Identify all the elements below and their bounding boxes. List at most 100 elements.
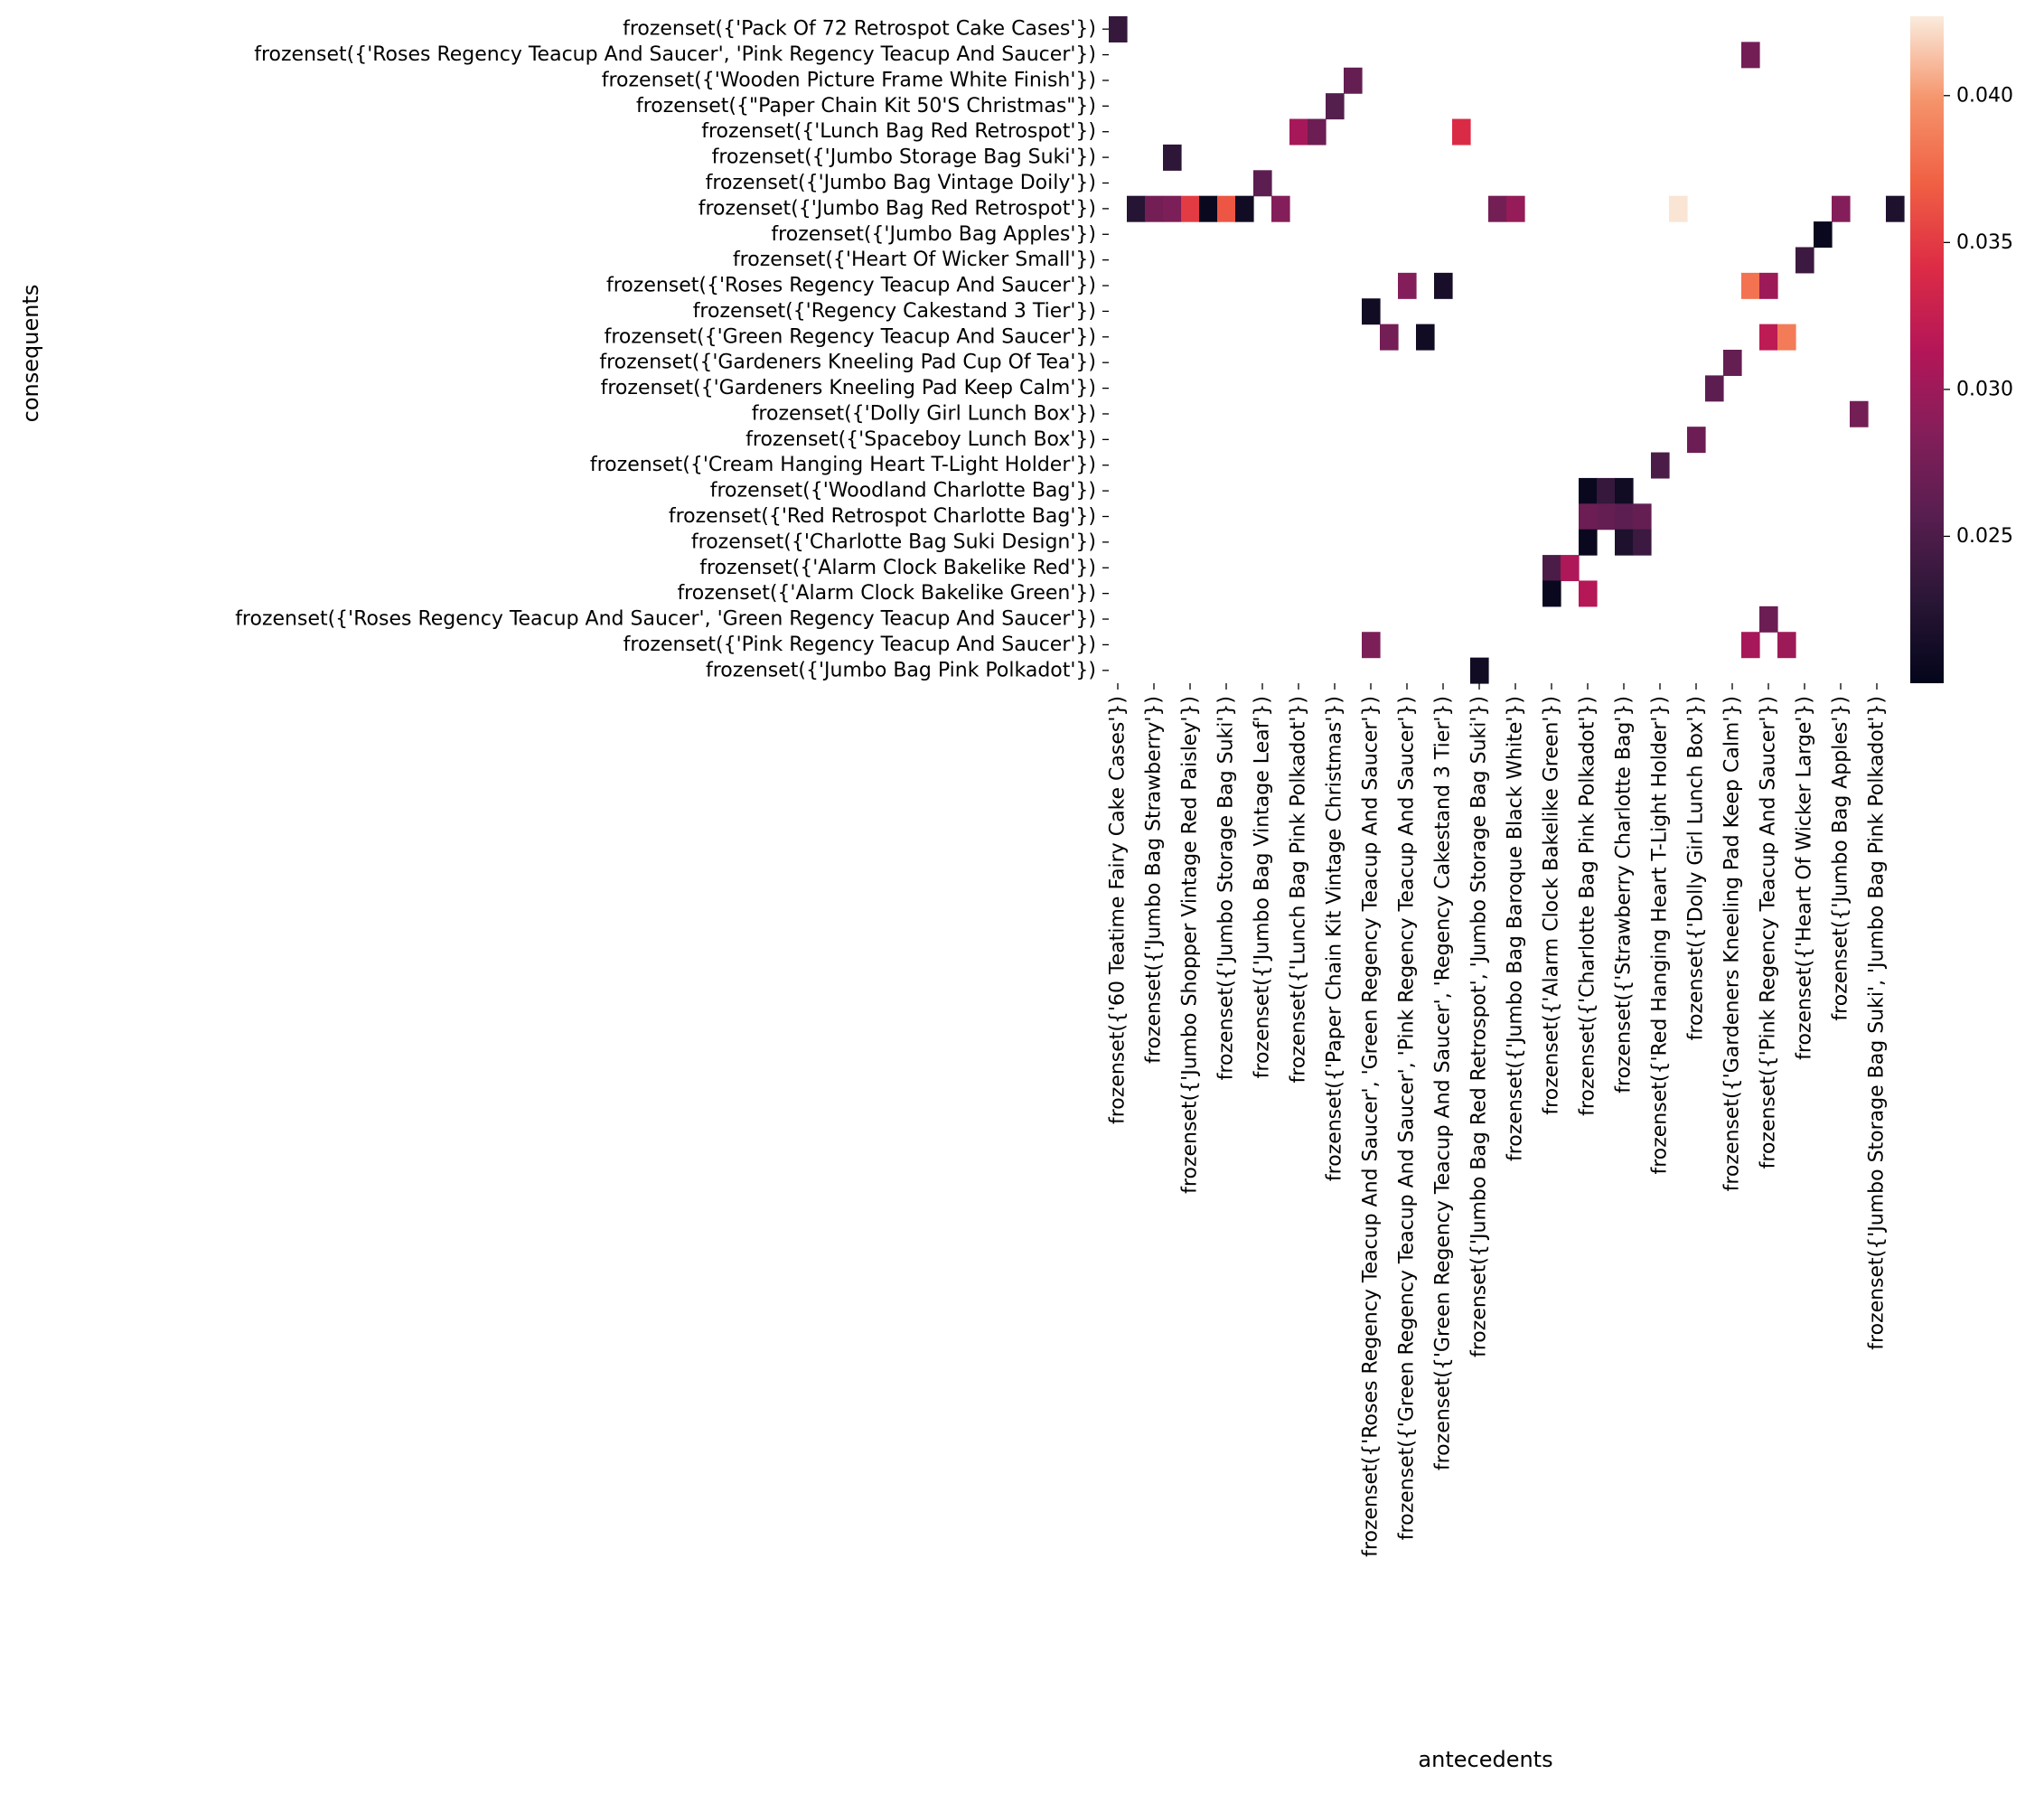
y-tick-label: frozenset({'Jumbo Bag Apples'}) — [771, 223, 1096, 246]
heatmap-cell — [1886, 195, 1905, 222]
heatmap-cell — [1814, 221, 1833, 249]
heatmap-cell — [1741, 272, 1760, 299]
y-tick-label: frozenset({'Lunch Bag Red Retrospot'}) — [701, 120, 1096, 143]
heatmap-cell — [1759, 272, 1778, 299]
heatmap-cell — [1235, 195, 1254, 222]
heatmap-cell — [1181, 195, 1200, 222]
heatmap-cell — [1850, 400, 1869, 427]
heatmap-cell — [1326, 93, 1345, 120]
heatmap-cell — [1777, 632, 1796, 659]
x-tick-label: frozenset({'Jumbo Bag Red Retrospot', 'J… — [1468, 696, 1491, 1357]
heatmap-cell — [1705, 375, 1724, 402]
y-axis-label: consequents — [18, 285, 43, 423]
heatmap-cell — [1579, 529, 1598, 556]
colorbar: 0.025 0.030 0.035 0.040 — [1910, 16, 2013, 683]
heatmap-cell — [1308, 118, 1327, 146]
heatmap-cell — [1452, 118, 1471, 146]
heatmap-cell — [1253, 170, 1272, 197]
y-tick-label: frozenset({'Regency Cakestand 3 Tier'}) — [693, 300, 1096, 323]
y-axis-ticks: frozenset({'Pack Of 72 Retrospot Cake Ca… — [235, 18, 1109, 681]
heatmap-cells — [1109, 16, 1905, 684]
y-tick-label: frozenset({'Dolly Girl Lunch Box'}) — [752, 402, 1096, 425]
heatmap-cell — [1542, 555, 1561, 582]
heatmap-cell — [1416, 324, 1435, 351]
y-tick-label: frozenset({'Gardeners Kneeling Pad Cup O… — [599, 352, 1096, 374]
y-tick-label: frozenset({'Alarm Clock Bakelike Red'}) — [699, 557, 1096, 579]
x-tick-label: frozenset({'Gardeners Kneeling Pad Keep … — [1721, 696, 1744, 1191]
y-tick-label: frozenset({'Spaceboy Lunch Box'}) — [745, 428, 1096, 451]
x-tick-label: frozenset({'Alarm Clock Bakelike Green'}… — [1541, 696, 1563, 1115]
x-tick-label: frozenset({'Green Regency Teacup And Sau… — [1396, 696, 1419, 1540]
y-tick-label: frozenset({'Jumbo Storage Bag Suki'}) — [712, 146, 1096, 169]
x-tick-label: frozenset({'Jumbo Bag Apples'}) — [1830, 696, 1852, 1021]
y-tick-label: frozenset({'Roses Regency Teacup And Sau… — [235, 608, 1096, 631]
heatmap-cell — [1163, 195, 1182, 222]
x-tick-label: frozenset({'Red Hanging Heart T-Light Ho… — [1649, 696, 1672, 1175]
x-tick-label: frozenset({'Jumbo Storage Bag Suki', 'Ju… — [1866, 696, 1889, 1350]
y-tick-label: frozenset({'Jumbo Bag Pink Polkadot'}) — [706, 659, 1096, 681]
heatmap-cell — [1759, 324, 1778, 351]
y-tick-label: frozenset({'Woodland Charlotte Bag'}) — [710, 480, 1096, 502]
heatmap-cell — [1362, 298, 1381, 325]
y-tick-label: frozenset({'Green Regency Teacup And Sau… — [605, 325, 1096, 348]
x-tick-label: frozenset({'Jumbo Bag Strawberry'}) — [1143, 696, 1166, 1064]
y-tick-label: frozenset({'Red Retrospot Charlotte Bag'… — [669, 505, 1096, 528]
x-tick-label: frozenset({'Jumbo Storage Bag Suki'}) — [1215, 696, 1238, 1080]
heatmap-cell — [1832, 195, 1851, 222]
y-tick-label: frozenset({'Jumbo Bag Vintage Doily'}) — [706, 172, 1096, 194]
heatmap-cell — [1109, 16, 1128, 42]
heatmap-cell — [1741, 42, 1760, 69]
heatmap-cell — [1163, 144, 1182, 171]
y-tick-label: frozenset({'Roses Regency Teacup And Sau… — [606, 275, 1096, 297]
heatmap-cell — [1615, 503, 1634, 530]
x-axis-label: antecedents — [1418, 1747, 1552, 1772]
heatmap-cell — [1633, 529, 1652, 556]
heatmap-cell — [1344, 67, 1363, 94]
x-tick-label: frozenset({'60 Teatime Fairy Cake Cases'… — [1107, 696, 1130, 1124]
heatmap-cell — [1362, 632, 1381, 659]
heatmap-cell — [1633, 503, 1652, 530]
x-tick-label: frozenset({'Jumbo Bag Vintage Leaf'}) — [1252, 696, 1274, 1078]
y-tick-label: frozenset({'Cream Hanging Heart T-Light … — [590, 454, 1096, 476]
heatmap-cell — [1470, 657, 1489, 684]
heatmap-cell — [1796, 247, 1814, 274]
y-tick-label: frozenset({'Pink Regency Teacup And Sauc… — [624, 634, 1096, 656]
x-tick-label: frozenset({'Jumbo Bag Baroque Black Whit… — [1505, 696, 1527, 1161]
heatmap-cell — [1579, 580, 1598, 607]
y-tick-label: frozenset({'Alarm Clock Bakelike Green'}… — [677, 582, 1096, 605]
colorbar-gradient — [1910, 16, 1944, 683]
heatmap-cell — [1434, 272, 1453, 299]
x-tick-label: frozenset({'Heart Of Wicker Large'}) — [1794, 696, 1816, 1060]
heatmap-cell — [1127, 195, 1146, 222]
heatmap-cell — [1615, 529, 1634, 556]
heatmap-cell — [1561, 555, 1580, 582]
colorbar-tick-label: 0.030 — [1956, 378, 2013, 400]
heatmap-cell — [1488, 195, 1507, 222]
colorbar-tick-label: 0.025 — [1956, 525, 2013, 548]
heatmap-cell — [1506, 195, 1525, 222]
x-tick-label: frozenset({'Pink Regency Teacup And Sauc… — [1758, 696, 1780, 1169]
colorbar-tick-label: 0.035 — [1956, 231, 2013, 254]
heatmap-cell — [1217, 195, 1236, 222]
heatmap-cell — [1669, 195, 1688, 222]
heatmap-cell — [1597, 477, 1616, 504]
y-tick-label: frozenset({"Paper Chain Kit 50'S Christm… — [636, 95, 1096, 117]
heatmap-cell — [1759, 605, 1778, 633]
heatmap-cell — [1723, 350, 1742, 376]
y-tick-label: frozenset({'Roses Regency Teacup And Sau… — [254, 43, 1096, 66]
y-tick-label: frozenset({'Pack Of 72 Retrospot Cake Ca… — [623, 18, 1096, 41]
heatmap-cell — [1687, 427, 1706, 454]
heatmap-cell — [1579, 477, 1598, 504]
heatmap-cell — [1271, 195, 1290, 222]
heatmap-cell — [1579, 503, 1598, 530]
heatmap-cell — [1597, 503, 1616, 530]
x-tick-label: frozenset({'Jumbo Shopper Vintage Red Pa… — [1179, 696, 1202, 1194]
heatmap-cell — [1542, 580, 1561, 607]
x-axis-ticks: frozenset({'60 Teatime Fairy Cake Cases'… — [1107, 683, 1889, 1557]
colorbar-tick-label: 0.040 — [1956, 84, 2013, 107]
x-tick-label: frozenset({'Green Regency Teacup And Sau… — [1432, 696, 1455, 1470]
heatmap-cell — [1380, 324, 1399, 351]
heatmap-cell — [1199, 195, 1218, 222]
x-tick-label: frozenset({'Roses Regency Teacup And Sau… — [1360, 696, 1383, 1557]
